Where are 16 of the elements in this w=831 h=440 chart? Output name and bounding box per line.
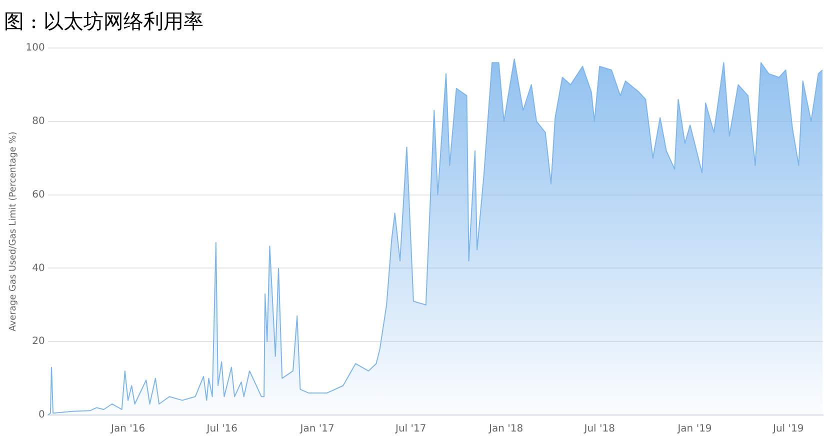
y-tick-label: 20	[32, 336, 45, 348]
y-tick-label: 100	[26, 42, 45, 54]
x-tick-label: Jul '17	[394, 424, 426, 435]
x-tick-label: Jan '16	[110, 424, 146, 435]
x-tick-label: Jul '18	[583, 424, 615, 435]
y-tick-label: 0	[38, 410, 45, 421]
x-tick-label: Jan '17	[299, 424, 334, 435]
y-tick-label: 40	[32, 262, 45, 274]
x-tick-label: Jul '16	[206, 424, 238, 435]
y-axis-title: Average Gas Used/Gas Limit (Percentage %)	[8, 132, 19, 332]
x-tick-label: Jan '18	[488, 424, 524, 435]
x-tick-label: Jan '19	[676, 424, 712, 435]
y-tick-label: 60	[32, 189, 45, 200]
y-tick-label: 80	[32, 116, 45, 127]
x-tick-label: Jul '19	[772, 424, 804, 435]
chart-title: 图 : 以太坊网络利用率	[4, 8, 204, 35]
